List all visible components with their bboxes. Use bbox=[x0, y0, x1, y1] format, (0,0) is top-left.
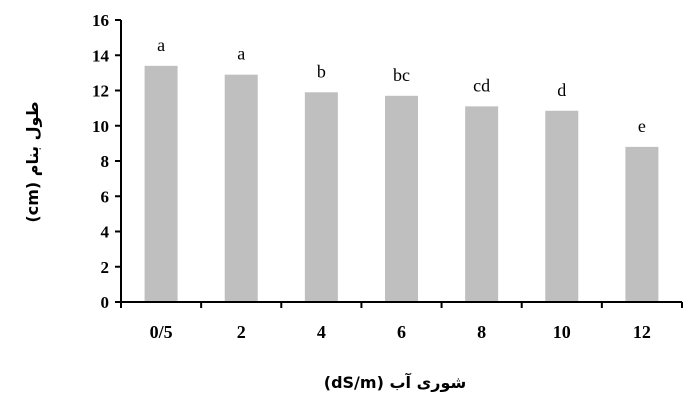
y-tick-label: 2 bbox=[101, 258, 110, 277]
y-tick-label: 10 bbox=[92, 117, 109, 136]
significance-letter: e bbox=[638, 116, 646, 136]
y-tick-label: 12 bbox=[92, 82, 109, 101]
bars bbox=[144, 65, 659, 302]
y-axis-ticks: 0 2 4 6 8 10 12 14 16 bbox=[92, 11, 121, 312]
significance-letter: a bbox=[157, 35, 165, 55]
bar bbox=[385, 95, 418, 302]
bar bbox=[304, 92, 338, 302]
x-tick-label: 2 bbox=[237, 322, 246, 342]
x-tick-label: 8 bbox=[477, 322, 486, 342]
significance-letter: d bbox=[557, 80, 566, 100]
bar bbox=[545, 110, 579, 302]
bar bbox=[224, 74, 258, 302]
bar bbox=[625, 146, 659, 302]
y-tick-label: 4 bbox=[101, 223, 110, 242]
x-tick-label: 0/5 bbox=[150, 322, 173, 342]
y-axis-title: طول بنام (cm) bbox=[23, 101, 42, 222]
y-tick-label: 8 bbox=[101, 152, 110, 171]
significance-letter: bc bbox=[393, 65, 410, 85]
significance-labels: a a b bc cd d e bbox=[157, 35, 646, 136]
bar bbox=[144, 65, 178, 302]
x-tick-label: 12 bbox=[633, 322, 651, 342]
x-axis-ticks: 0/5 2 4 6 8 10 12 bbox=[120, 302, 683, 342]
significance-letter: cd bbox=[473, 75, 490, 95]
bar bbox=[465, 106, 499, 302]
x-tick-label: 10 bbox=[553, 322, 571, 342]
x-axis-title: شوری آب (dS/m) bbox=[324, 372, 466, 392]
y-tick-label: 16 bbox=[92, 11, 109, 30]
x-tick-label: 6 bbox=[397, 322, 406, 342]
significance-letter: a bbox=[237, 44, 245, 64]
y-tick-label: 0 bbox=[101, 293, 110, 312]
significance-letter: b bbox=[317, 61, 326, 81]
y-tick-label: 14 bbox=[92, 46, 110, 65]
y-tick-label: 6 bbox=[101, 187, 110, 206]
x-tick-label: 4 bbox=[317, 322, 326, 342]
